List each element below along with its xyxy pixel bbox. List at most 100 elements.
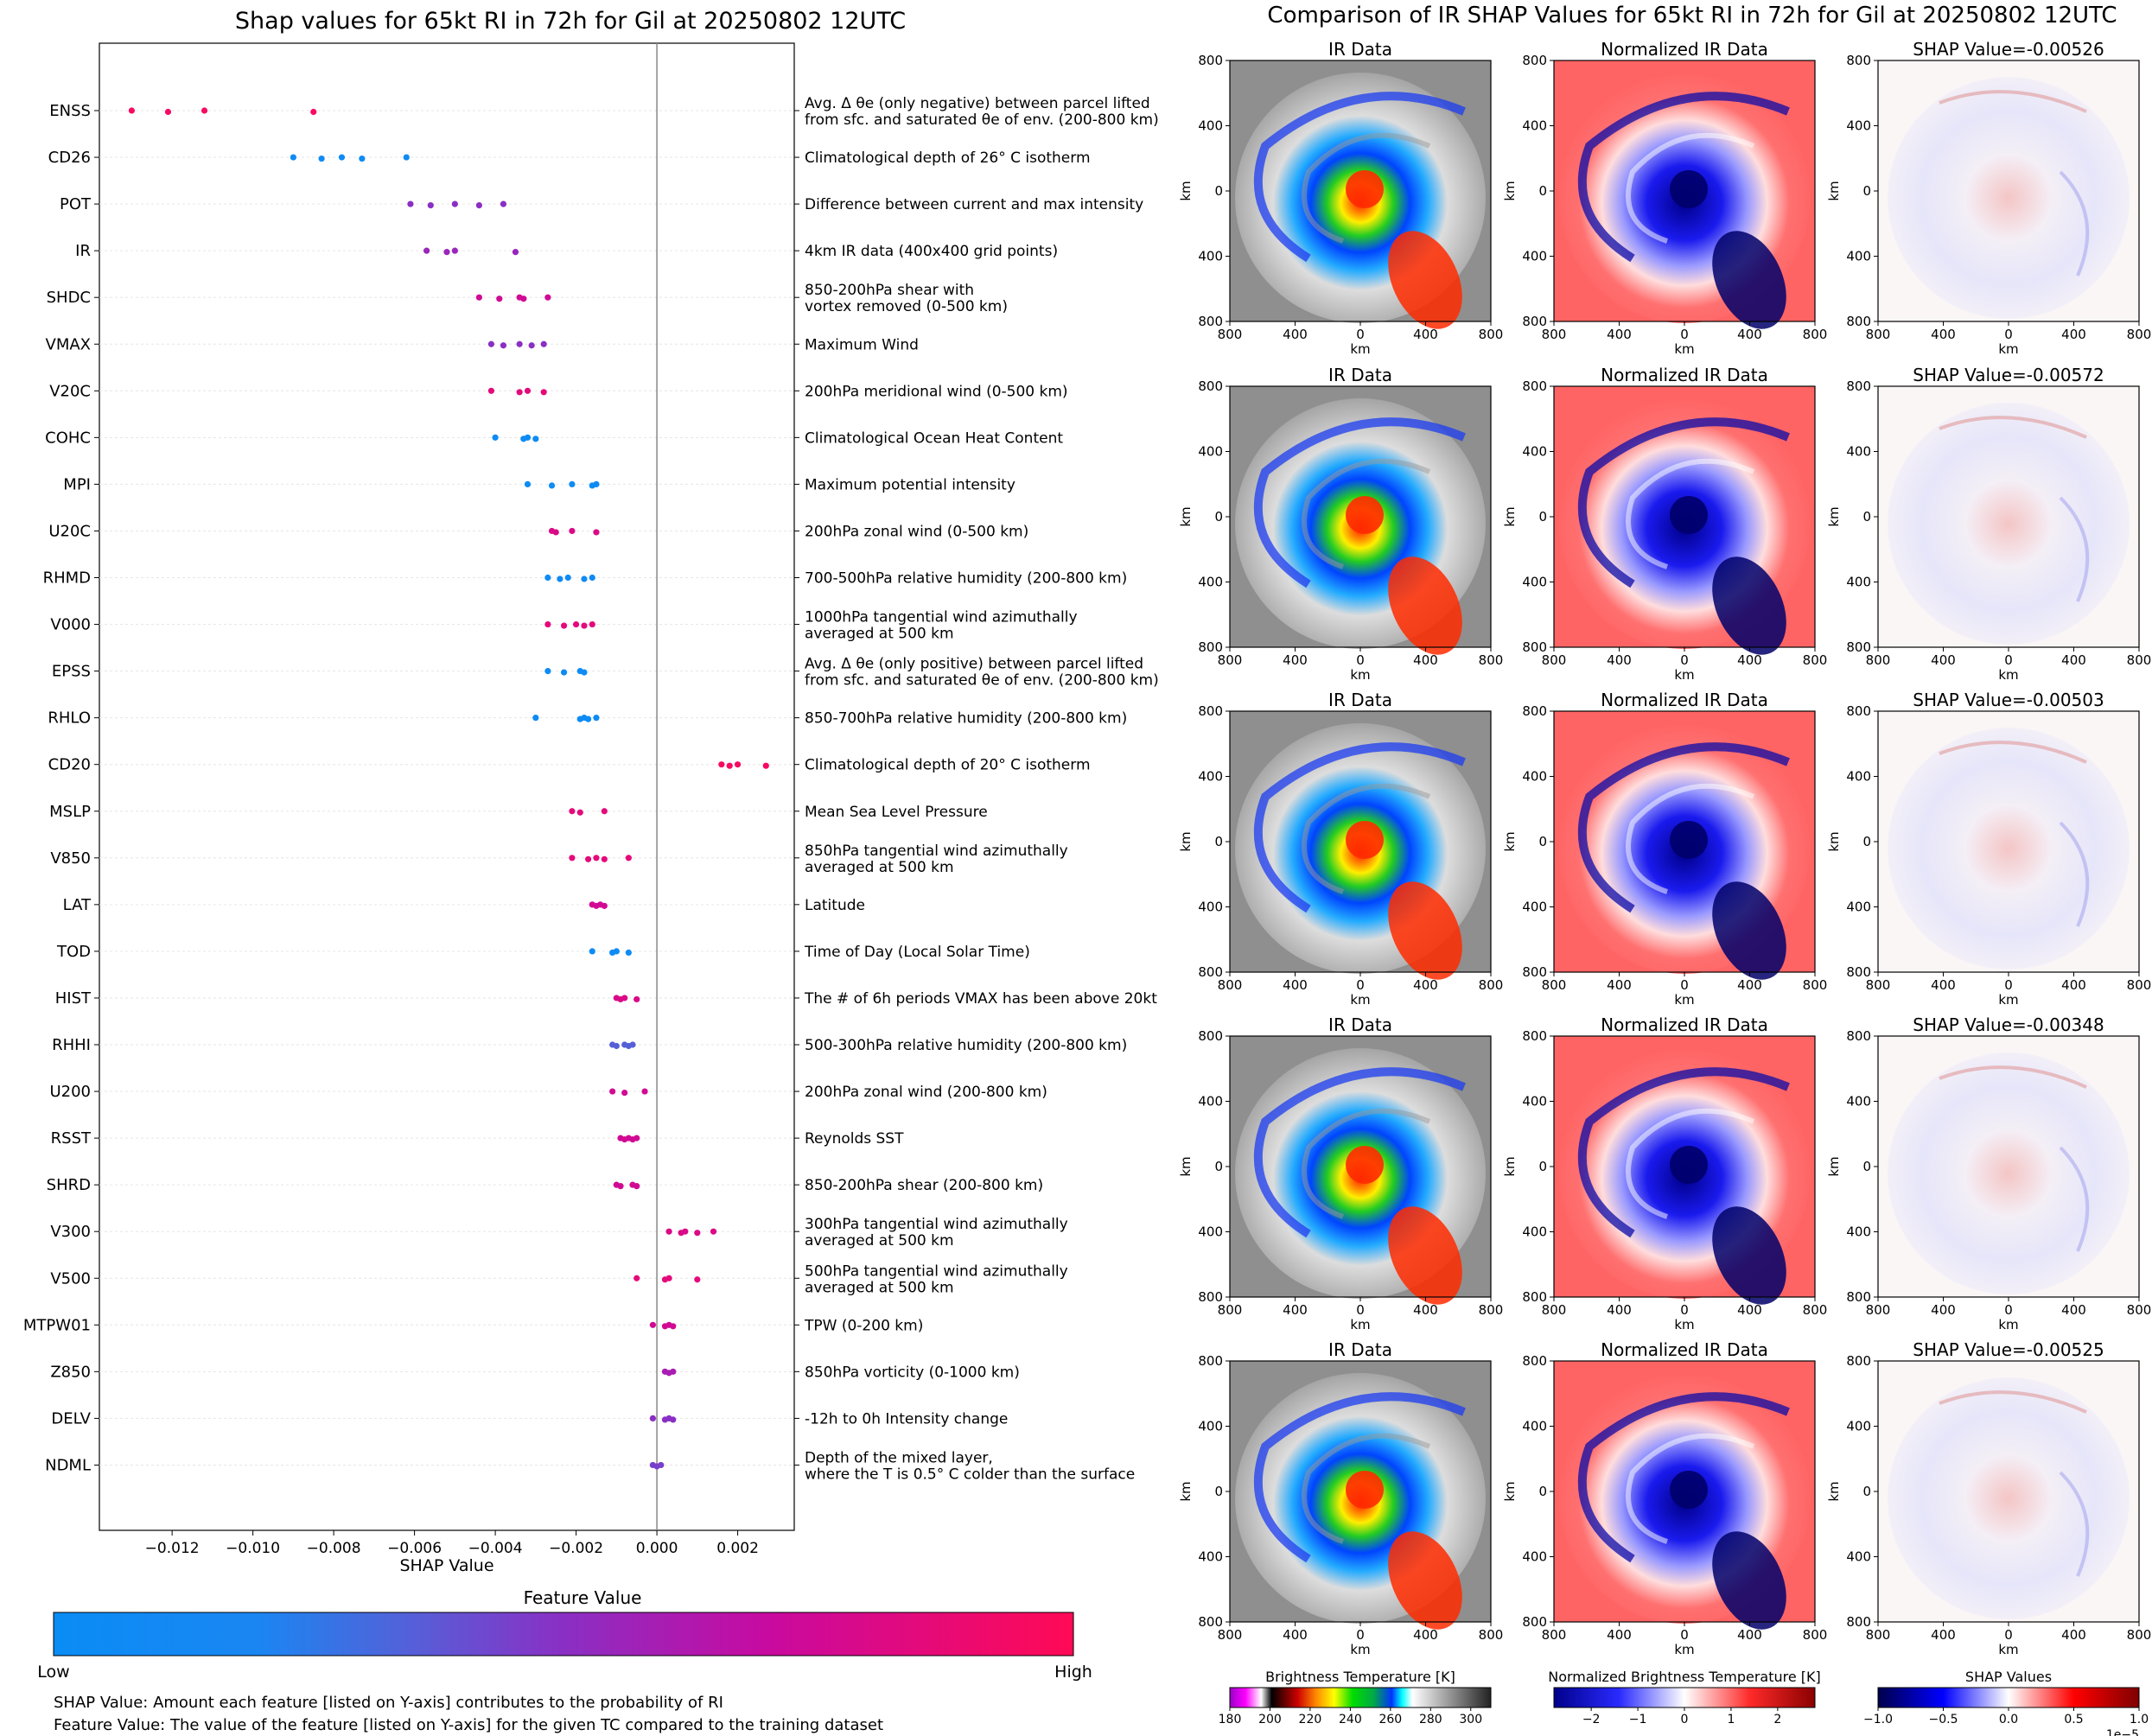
map-x-label: km bbox=[1998, 341, 2018, 357]
colorbar-tick-label: −1 bbox=[1629, 1713, 1647, 1726]
shap-point-enss bbox=[128, 107, 135, 114]
shap-band bbox=[1939, 1065, 2087, 1089]
x-tick-label: −0.008 bbox=[307, 1540, 361, 1557]
shap-point-cd26 bbox=[338, 154, 346, 161]
shap-point-enss bbox=[310, 108, 317, 116]
feature-desc-u200: 200hPa zonal wind (200-800 km) bbox=[805, 1084, 1047, 1101]
map-title: SHAP Value=-0.00526 bbox=[1913, 39, 2104, 60]
map-x-tick-label: 800 bbox=[2127, 1302, 2152, 1318]
map-x-tick-label: 0 bbox=[2004, 977, 2013, 993]
shap-point-pot bbox=[475, 202, 482, 209]
colorbar-label: SHAP Values bbox=[1965, 1669, 2052, 1685]
shap-point-rhlo bbox=[585, 715, 592, 722]
map-y-label: km bbox=[1502, 1481, 1518, 1501]
feature-label-cd26: CD26 bbox=[48, 149, 91, 167]
shap-point-u20c bbox=[569, 527, 576, 535]
shap-point-cd26 bbox=[318, 155, 325, 162]
shap-point-rsst bbox=[634, 1135, 640, 1141]
map-y-tick-label: 0 bbox=[1538, 1484, 1547, 1499]
shap-point-rhmd bbox=[544, 574, 551, 582]
colorbar-title: Feature Value bbox=[524, 1587, 642, 1608]
shap-point-vmax bbox=[500, 342, 507, 349]
feature-label-rhlo: RHLO bbox=[48, 709, 91, 728]
map-x-tick-label: 800 bbox=[1866, 1302, 1891, 1318]
shap-point-rhmd bbox=[581, 575, 588, 582]
map-x-label: km bbox=[1998, 667, 2018, 683]
map-y-tick-label: 400 bbox=[1522, 769, 1547, 785]
map-y-tick-label: 400 bbox=[1846, 1419, 1871, 1434]
map-y-tick-label: 800 bbox=[1522, 703, 1547, 719]
map-y-tick-label: 800 bbox=[1198, 378, 1223, 394]
spiral-band bbox=[1577, 417, 1790, 588]
shap-point-mslp bbox=[601, 808, 608, 815]
shap-point-epss bbox=[560, 669, 568, 676]
shap-point-cohc bbox=[524, 434, 532, 441]
shap-point-rhhi bbox=[629, 1041, 636, 1048]
map-y-tick-label: 800 bbox=[1846, 1353, 1871, 1369]
feature-desc-u20c: 200hPa zonal wind (0-500 km) bbox=[805, 523, 1028, 540]
shap-point-mtpw01 bbox=[649, 1321, 656, 1328]
colorbar-tick-label: 1 bbox=[1727, 1713, 1735, 1726]
map-x-tick-label: 0 bbox=[1680, 1627, 1689, 1643]
shap-point-v000 bbox=[544, 620, 551, 628]
brightness-temperature-colorbar bbox=[1229, 1687, 1492, 1708]
feature-descriptions: Avg. Δ θe (only negative) between parcel… bbox=[794, 95, 1159, 1483]
footer-shap-definition: SHAP Value: Amount each feature [listed … bbox=[54, 1694, 723, 1712]
map-x-tick-label: 400 bbox=[2061, 1627, 2086, 1643]
x-axis-label: SHAP Value bbox=[399, 1556, 493, 1575]
feature-labels: ENSS CD26 POT IR SHDC VMAX V20C COHC MPI U20C RHMD… bbox=[23, 102, 99, 1474]
convection-band bbox=[1712, 231, 1786, 329]
map-x-tick-label: 400 bbox=[1931, 977, 1956, 993]
map-y-label: km bbox=[1178, 831, 1194, 851]
shap-point-hist bbox=[621, 995, 628, 1002]
x-axis-ticks: −0.012 −0.010 −0.008 −0.006 −0.004 −0.002 0.00… bbox=[145, 1530, 759, 1557]
spiral-band bbox=[1302, 1433, 1431, 1544]
shap-band bbox=[2059, 170, 2090, 277]
map-y-tick-label: 0 bbox=[1862, 509, 1871, 525]
shap-point-ir bbox=[443, 249, 450, 256]
colorbar-tick-label: −1.0 bbox=[1863, 1713, 1893, 1726]
map-x-tick-label: 800 bbox=[1218, 1627, 1243, 1643]
shap-point-rhlo bbox=[532, 715, 539, 722]
feature-desc-rhlo: 850-700hPa relative humidity (200-800 km… bbox=[805, 710, 1127, 728]
feature-label-u200: U200 bbox=[49, 1083, 91, 1101]
map-x-tick-label: 400 bbox=[1607, 1627, 1632, 1643]
map-x-tick-label: 400 bbox=[1283, 977, 1308, 993]
shap-point-v20c bbox=[524, 387, 532, 394]
map-x-tick-label: 400 bbox=[1607, 327, 1632, 342]
x-tick-label: 0.000 bbox=[636, 1540, 678, 1557]
map-y-tick-label: 400 bbox=[1198, 1224, 1223, 1240]
shap-point-v850 bbox=[625, 855, 632, 862]
feature-desc-z850: 850hPa vorticity (0-1000 km) bbox=[805, 1364, 1020, 1381]
shap-point-v500 bbox=[694, 1276, 701, 1283]
map-x-tick-label: 400 bbox=[1737, 1627, 1762, 1643]
map-x-tick-label: 800 bbox=[2127, 1627, 2152, 1643]
feature-desc-v20c: 200hPa meridional wind (0-500 km) bbox=[805, 383, 1068, 400]
map-title: SHAP Value=-0.00348 bbox=[1913, 1014, 2104, 1035]
map-x-label: km bbox=[1674, 992, 1694, 1008]
shap-point-rhmd bbox=[589, 574, 595, 582]
map-x-tick-label: 800 bbox=[1218, 977, 1243, 993]
map-x-tick-label: 0 bbox=[1356, 1302, 1365, 1318]
map-y-tick-label: 800 bbox=[1198, 1028, 1223, 1044]
colorbar-tick-label: 180 bbox=[1219, 1713, 1242, 1726]
shap-band bbox=[2059, 1471, 2090, 1577]
map-x-label: km bbox=[1998, 1317, 2018, 1332]
shap-point-u20c bbox=[552, 529, 559, 536]
map-y-tick-label: 0 bbox=[1538, 509, 1547, 525]
feature-label-rhmd: RHMD bbox=[43, 569, 91, 588]
shap-point-v20c bbox=[540, 389, 547, 396]
map-x-label: km bbox=[1350, 1317, 1370, 1332]
map-x-tick-label: 400 bbox=[1931, 1627, 1956, 1643]
feature-label-shrd: SHRD bbox=[47, 1176, 91, 1194]
shap-point-enss bbox=[164, 108, 172, 116]
map-title: IR Data bbox=[1328, 39, 1392, 60]
map-title: Normalized IR Data bbox=[1601, 1014, 1768, 1035]
map-x-tick-label: 400 bbox=[1931, 652, 1956, 668]
map-y-tick-label: 0 bbox=[1214, 834, 1223, 849]
shap-point-pot bbox=[500, 200, 507, 207]
feature-label-v500: V500 bbox=[50, 1269, 91, 1288]
feature-colorbar bbox=[53, 1612, 1074, 1657]
shap-band bbox=[1939, 1390, 2087, 1414]
shap-point-v850 bbox=[585, 855, 592, 862]
